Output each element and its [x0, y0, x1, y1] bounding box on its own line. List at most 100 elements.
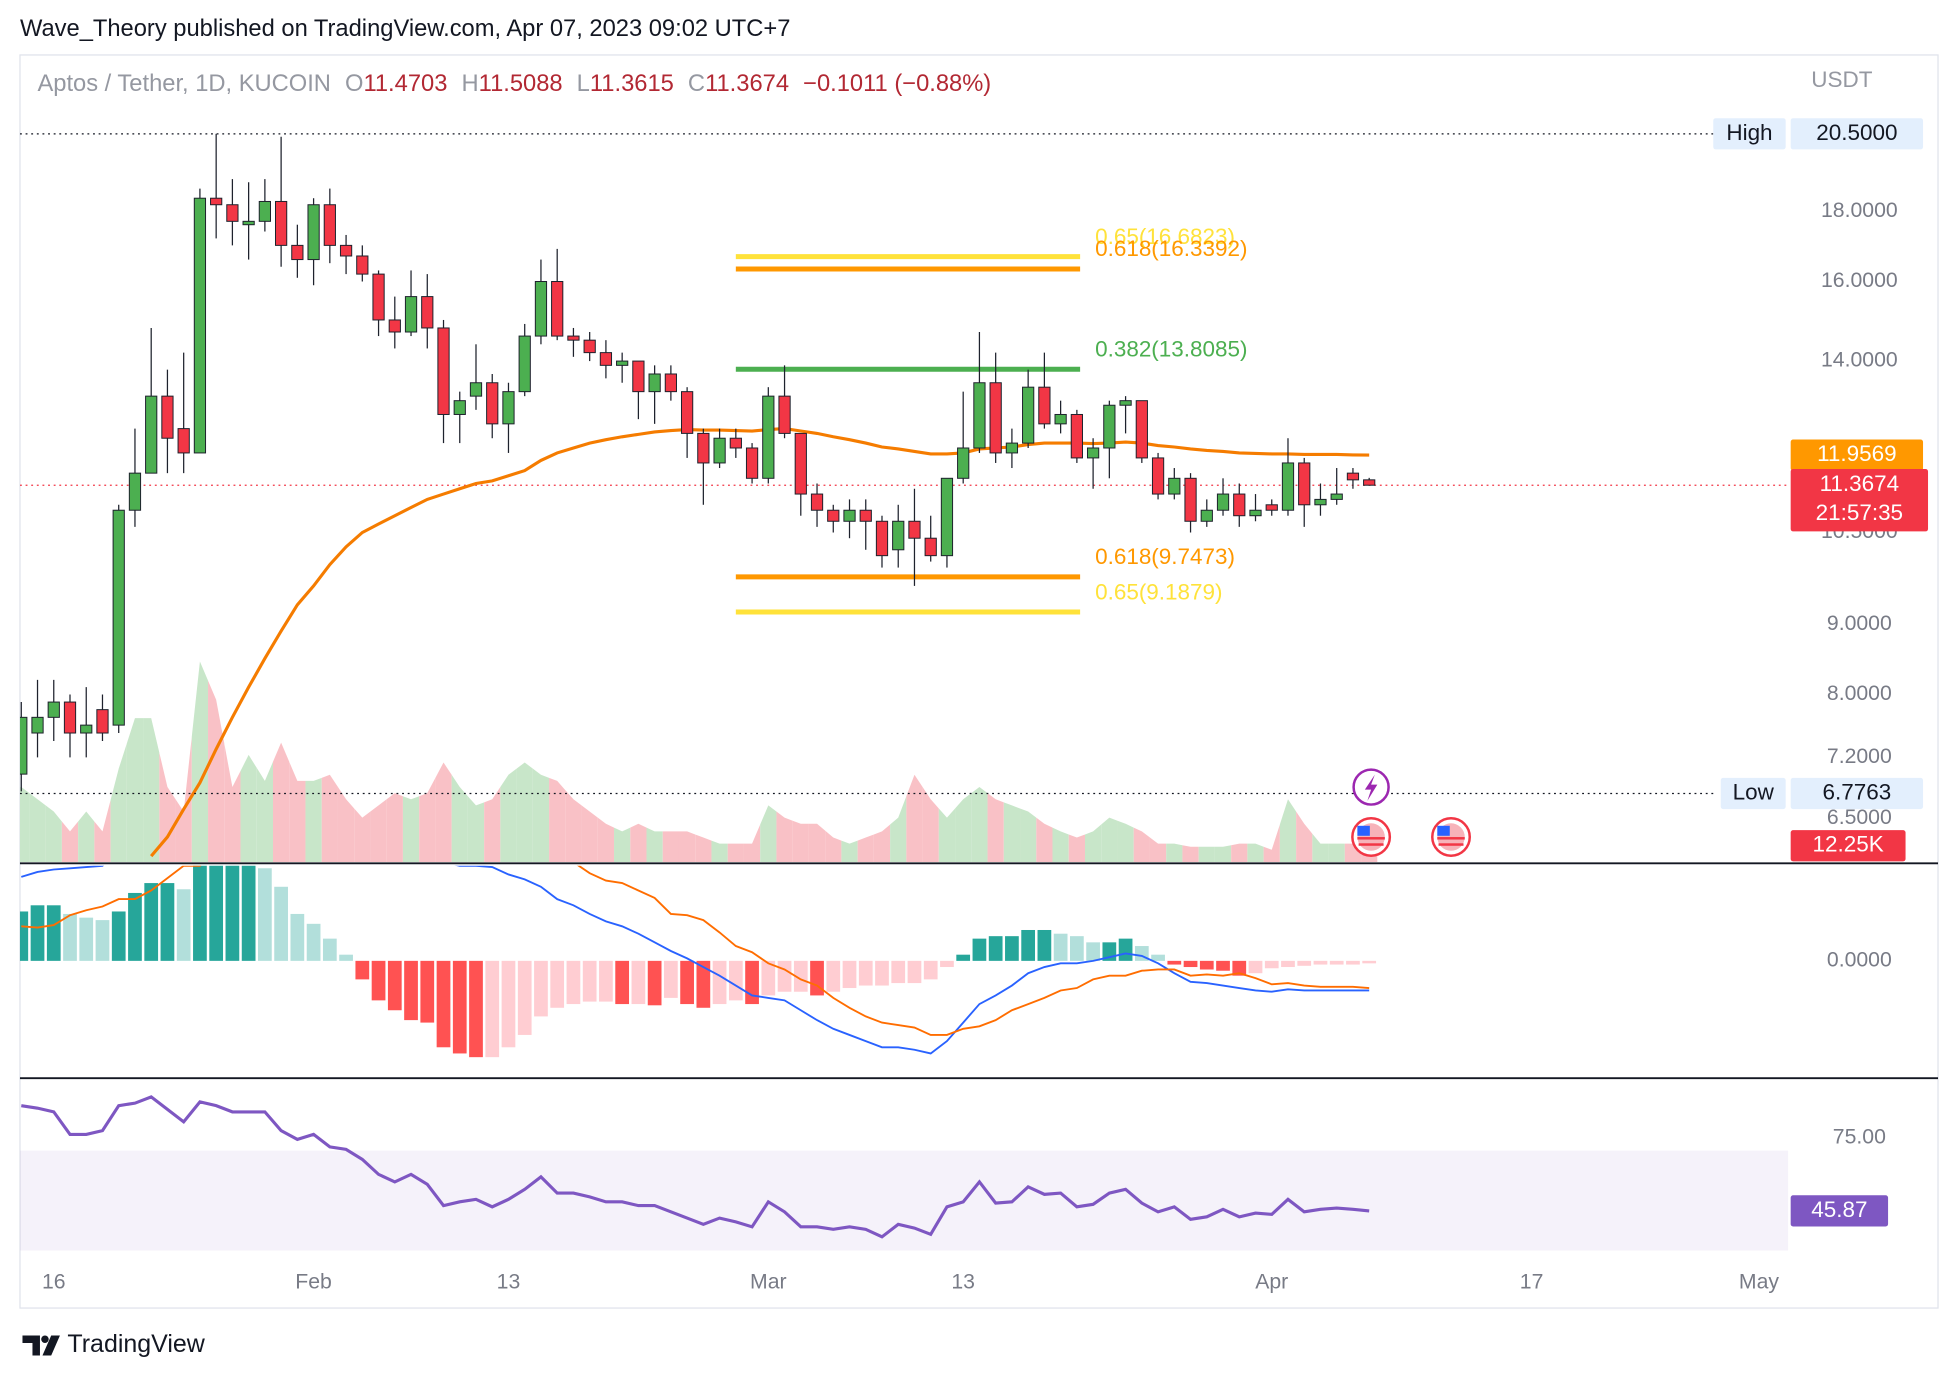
- volume-area: [370, 799, 387, 863]
- event-icon-bolt: [1364, 774, 1378, 801]
- candle-body: [486, 382, 499, 425]
- volume-area: [1328, 843, 1345, 863]
- candle-body: [1038, 386, 1051, 425]
- macd-histogram-bar: [1248, 960, 1263, 974]
- macd-histogram-bar: [241, 865, 256, 961]
- volume-area: [678, 831, 696, 863]
- candle-body: [1054, 413, 1067, 425]
- macd-histogram-bar: [79, 917, 94, 961]
- macd-histogram-bar: [355, 960, 370, 980]
- x-tick-label: 16: [42, 1271, 66, 1294]
- macd-histogram-bar: [664, 960, 678, 998]
- macd-histogram-bar: [810, 960, 824, 996]
- macd-histogram-bar: [907, 960, 922, 984]
- y-tick-label: 18.0000: [1821, 199, 1898, 222]
- volume-area: [402, 796, 420, 863]
- macd-histogram-bar: [387, 960, 402, 1011]
- legend: Aptos / Tether, 1D, KUCOIN O11.4703 H11.…: [37, 71, 991, 97]
- candle-body: [924, 537, 937, 557]
- macd-histogram-bar: [160, 883, 175, 961]
- macd-histogram-bar: [176, 889, 191, 961]
- macd-histogram-bar: [891, 960, 906, 984]
- volume-area: [695, 834, 712, 863]
- rsi-tick-label: 75.00: [1833, 1126, 1886, 1149]
- candle-body: [1151, 457, 1165, 495]
- ema-value-bg: [1790, 439, 1924, 471]
- candle-body: [875, 520, 889, 557]
- volume-area: [1101, 817, 1118, 863]
- candle-body: [827, 509, 840, 522]
- candle-body: [1135, 400, 1148, 459]
- volume-area: [1003, 802, 1021, 863]
- candle-body: [19, 716, 28, 775]
- low-value: 6.7763: [1822, 779, 1891, 804]
- macd-line: [21, 865, 1370, 1055]
- macd-histogram-bar: [30, 905, 45, 961]
- event-icon-flag: [1431, 817, 1471, 858]
- macd-histogram-bar: [875, 960, 889, 986]
- macd-histogram-bar: [680, 960, 694, 1005]
- macd-histogram-bar: [1346, 960, 1360, 965]
- macd-histogram-bar: [404, 960, 418, 1021]
- candle-body: [1363, 479, 1376, 486]
- candle-body: [729, 437, 742, 449]
- candle-body: [989, 382, 1002, 454]
- macd-histogram-bar: [452, 960, 467, 1054]
- volume-area: [175, 736, 192, 863]
- macd-histogram-bar: [339, 954, 353, 961]
- volume-area: [224, 743, 241, 863]
- volume-area: [565, 790, 582, 863]
- rsi-band: [19, 1150, 1789, 1251]
- candle-body: [112, 509, 125, 726]
- candle-body: [583, 339, 596, 354]
- macd-histogram-bar: [1216, 960, 1230, 971]
- candle-body: [274, 200, 288, 246]
- volume-area: [646, 827, 663, 863]
- macd-histogram-bar: [631, 960, 646, 1005]
- candle-body: [1346, 472, 1360, 481]
- volume-area: [435, 762, 452, 863]
- candle-body: [616, 360, 629, 366]
- volume-area: [1296, 811, 1313, 863]
- candle-body: [63, 701, 77, 734]
- ohlc-letter: O: [345, 71, 363, 97]
- macd-histogram-bar: [1086, 942, 1100, 961]
- low-value-bg: [1790, 777, 1924, 810]
- candle-body: [697, 432, 710, 464]
- macd-histogram-bar: [566, 960, 581, 1005]
- macd-histogram-bar: [371, 960, 386, 1001]
- fib-label: 0.65(16.6823): [1095, 224, 1235, 249]
- macd-histogram-bar: [469, 960, 483, 1058]
- volume-area: [1068, 834, 1085, 863]
- candle-body: [810, 493, 824, 511]
- candle-body: [567, 335, 580, 341]
- candle-body: [632, 360, 645, 393]
- volume-area: [78, 811, 95, 863]
- high-label-bg: [1713, 118, 1786, 150]
- volume-area: [467, 796, 485, 863]
- volume-area: [289, 761, 306, 863]
- candle-body: [1265, 504, 1278, 511]
- macd-histogram-bar: [534, 960, 548, 1017]
- candle-body: [226, 204, 239, 222]
- macd-histogram-bar: [728, 960, 743, 1001]
- candle-body: [745, 447, 759, 479]
- macd-histogram-bar: [46, 905, 61, 961]
- candle-body: [404, 296, 418, 333]
- x-tick-label: 13: [951, 1271, 975, 1294]
- candle-body: [1005, 442, 1019, 454]
- macd-histogram-bar: [1151, 954, 1165, 961]
- macd-histogram-bar: [517, 960, 532, 1035]
- macd-histogram-bar: [1199, 960, 1214, 970]
- macd-histogram-bar: [322, 938, 337, 961]
- volume-area: [386, 793, 403, 863]
- y-tick-label: 8.0000: [1827, 682, 1892, 705]
- volume-area: [419, 777, 436, 863]
- macd-histogram-bar: [745, 960, 759, 1005]
- fib-label: 0.382(13.8085): [1095, 336, 1247, 361]
- fib-label: 0.65(9.1879): [1095, 579, 1222, 604]
- volume-area: [126, 718, 144, 863]
- volume-area: [143, 718, 160, 863]
- candle-body: [145, 395, 158, 474]
- high-value: 20.5000: [1816, 120, 1897, 145]
